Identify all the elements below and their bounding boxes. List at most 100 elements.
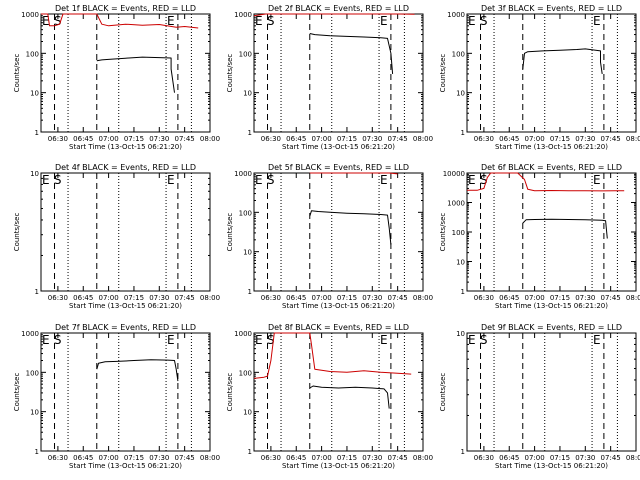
y-tick-label: 100 [26,369,39,377]
x-tick-label: 06:30 [48,135,68,143]
x-tick-label: 06:45 [73,454,93,462]
x-tick-label: 07:15 [550,135,570,143]
x-tick-label: 06:45 [499,135,519,143]
x-tick-label: 07:00 [99,135,119,143]
event-annotation: S [54,333,62,347]
y-tick-label: 100 [239,369,252,377]
x-tick-label: 07:15 [337,294,357,302]
y-tick-label: 1000 [21,11,39,19]
y-tick-label: 1000 [234,330,252,338]
chart-panel: Det 8f BLACK = Events, RED = LLD 1 10 100 10… [226,323,433,470]
y-axis-label: Counts/sec [226,54,234,93]
chart-title: Det 7f BLACK = Events, RED = LLD [55,323,196,332]
event-annotation: S [480,14,488,28]
event-annotation: S [267,173,275,187]
x-tick-label: 07:15 [550,294,570,302]
plot-frame [40,172,211,292]
y-tick-label: 1 [248,129,252,137]
y-axis-label: Counts/sec [439,213,447,252]
event-annotation: E [167,173,175,187]
x-tick-label: 08:00 [200,294,220,302]
x-tick-label: 07:15 [337,135,357,143]
chart-title: Det 3f BLACK = Events, RED = LLD [481,4,622,13]
y-tick-label: 100 [452,50,465,58]
chart-title: Det 2f BLACK = Events, RED = LLD [268,4,409,13]
x-tick-label: 07:00 [312,294,332,302]
x-tick-label: 08:00 [413,294,433,302]
chart-title: Det 6f BLACK = Events, RED = LLD [481,163,622,172]
event-annotation: E [593,173,601,187]
x-tick-label: 07:45 [388,135,408,143]
event-annotation: E [593,14,601,28]
y-tick-label: 1 [461,129,465,137]
y-axis-label: Counts/sec [13,373,21,412]
y-tick-label: 1 [248,288,252,296]
x-axis-label: Start Time (13-Oct-15 06:21:20) [69,462,182,470]
x-tick-label: 07:00 [99,454,119,462]
x-tick-label: 08:00 [626,294,640,302]
y-tick-label: 10 [243,409,252,417]
chart-panel: Det 3f BLACK = Events, RED = LLD 1 10 100 10… [439,4,640,151]
x-tick-label: 07:30 [149,454,169,462]
x-tick-label: 06:30 [474,135,494,143]
event-annotation: S [54,173,62,187]
x-tick-label: 08:00 [413,454,433,462]
lld-series-line [309,172,398,175]
chart-panel: Det 1f BLACK = Events, RED = LLD 1 10 100 10… [13,4,220,151]
x-tick-label: 06:30 [261,135,281,143]
events-series-line [522,218,608,239]
x-tick-label: 07:45 [175,135,195,143]
y-tick-label: 100 [239,50,252,58]
x-tick-label: 08:00 [626,135,640,143]
y-tick-label: 10000 [443,170,465,178]
chart-panel: Det 5f BLACK = Events, RED = LLD 1 10 100 10… [226,163,433,310]
event-annotation: E [468,173,476,187]
x-tick-label: 07:30 [575,294,595,302]
plot-frame [40,332,211,452]
events-series-line [309,385,390,409]
x-tick-label: 06:30 [48,294,68,302]
y-tick-label: 100 [26,50,39,58]
x-tick-label: 08:00 [413,135,433,143]
y-tick-label: 1 [35,448,39,456]
events-series-line [96,56,175,93]
y-axis-label: Counts/sec [13,54,21,93]
y-axis-label: Counts/sec [439,373,447,412]
y-tick-label: 1 [461,448,465,456]
y-tick-label: 1 [461,288,465,296]
x-tick-label: 07:45 [388,294,408,302]
chart-panel: Det 4f BLACK = Events, RED = LLD 1 10 06:30… [13,163,220,310]
x-tick-label: 07:15 [124,135,144,143]
y-tick-label: 10 [456,259,465,267]
chart-title: Det 4f BLACK = Events, RED = LLD [55,163,196,172]
x-tick-label: 06:30 [474,454,494,462]
plot-frame [253,13,424,133]
y-tick-label: 1 [35,129,39,137]
chart-panel: Det 7f BLACK = Events, RED = LLD 1 10 100 10… [13,323,220,470]
y-axis-label: Counts/sec [226,213,234,252]
x-tick-label: 08:00 [200,135,220,143]
x-tick-label: 06:45 [499,294,519,302]
plot-frame [40,13,211,133]
x-tick-label: 07:45 [601,294,621,302]
y-tick-label: 10 [30,409,39,417]
chart-title: Det 5f BLACK = Events, RED = LLD [268,163,409,172]
x-tick-label: 07:30 [362,294,382,302]
event-annotation: E [42,173,50,187]
x-tick-label: 07:15 [124,294,144,302]
x-tick-label: 07:00 [312,454,332,462]
y-tick-label: 10 [30,170,39,178]
plot-frame [466,13,637,133]
y-tick-label: 1 [35,288,39,296]
event-annotation: E [255,14,263,28]
x-tick-label: 06:30 [48,454,68,462]
y-tick-label: 1000 [447,200,465,208]
lld-series-line [467,172,625,192]
chart-panel: Det 2f BLACK = Events, RED = LLD 1 10 100 10… [226,4,433,151]
x-tick-label: 06:45 [499,454,519,462]
event-annotation: E [380,173,388,187]
x-tick-label: 06:30 [261,294,281,302]
x-tick-label: 06:45 [286,294,306,302]
x-tick-label: 07:00 [312,135,332,143]
